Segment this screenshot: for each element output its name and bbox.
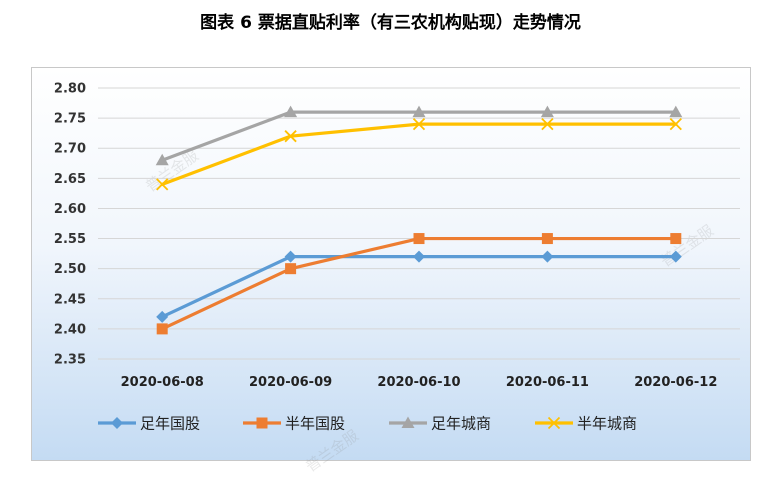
legend-swatch-marker — [547, 416, 561, 430]
x-stroke — [547, 416, 561, 430]
data-point — [669, 117, 682, 131]
series-line-0 — [160, 255, 678, 319]
data-point — [284, 250, 297, 263]
data-point — [541, 250, 554, 263]
x-tick-label: 2020-06-12 — [634, 375, 717, 390]
x-stroke — [284, 130, 297, 143]
legend-label: 足年国股 — [140, 415, 200, 433]
series-lines — [155, 105, 683, 335]
data-point — [412, 117, 426, 131]
x-axis: 2020-06-08 2020-06-09 2020-06-10 2020-06-11… — [121, 375, 718, 390]
y-tick-label: 2.40 — [54, 322, 86, 337]
data-point — [541, 233, 553, 245]
series-line-2 — [160, 110, 678, 162]
y-tick-label: 2.35 — [54, 353, 86, 368]
gridlines — [98, 87, 740, 360]
y-tick-label: 2.75 — [54, 112, 86, 127]
legend-label: 足年城商 — [431, 415, 491, 433]
y-tick-label: 2.50 — [54, 262, 86, 277]
watermark-text-1: 普兰金服 — [657, 221, 716, 270]
watermark-text-0: 普兰金服 — [142, 146, 201, 195]
x-stroke — [412, 117, 426, 131]
watermark-text-2: 普兰金服 — [302, 426, 361, 475]
data-point — [155, 153, 169, 166]
data-point — [541, 117, 554, 131]
series-line-3 — [160, 122, 678, 186]
legend-swatch-marker — [111, 417, 123, 429]
legend-swatch-marker — [401, 416, 415, 428]
data-point — [156, 178, 169, 191]
legend-label: 半年国股 — [285, 415, 345, 433]
data-point — [284, 130, 297, 143]
y-tick-label: 2.55 — [54, 232, 86, 247]
chart-title: 图表 6 票据直贴利率（有三农机构贴现）走势情况 — [200, 13, 581, 33]
data-point — [540, 105, 554, 118]
x-stroke — [669, 117, 682, 131]
y-tick-label: 2.60 — [54, 202, 86, 217]
x-stroke — [156, 178, 169, 191]
legend-swatch-marker — [256, 417, 268, 429]
y-tick-label: 2.65 — [54, 172, 86, 187]
data-point — [413, 233, 425, 245]
data-point — [156, 310, 169, 323]
data-point — [669, 105, 683, 118]
x-tick-label: 2020-06-10 — [377, 375, 460, 390]
data-point — [669, 250, 682, 263]
y-tick-label: 2.70 — [54, 142, 86, 157]
legend: 足年国股 半年国股 足年城商 半年城商 — [98, 415, 637, 433]
chart-area — [31, 67, 751, 461]
data-point — [670, 233, 682, 245]
data-point — [156, 323, 168, 335]
y-tick-label: 2.45 — [54, 292, 86, 307]
data-point — [412, 105, 426, 118]
legend-label: 半年城商 — [577, 415, 637, 433]
y-axis: 2.80 2.75 2.70 2.65 2.60 2.55 2.50 2.45 2.40 2.35 — [54, 82, 86, 368]
x-stroke — [541, 117, 554, 131]
data-point — [284, 105, 298, 118]
data-point — [285, 263, 297, 275]
x-tick-label: 2020-06-09 — [249, 375, 332, 390]
data-point — [413, 250, 425, 263]
x-tick-label: 2020-06-11 — [506, 375, 589, 390]
x-tick-label: 2020-06-08 — [121, 375, 204, 390]
y-tick-label: 2.80 — [54, 82, 86, 97]
